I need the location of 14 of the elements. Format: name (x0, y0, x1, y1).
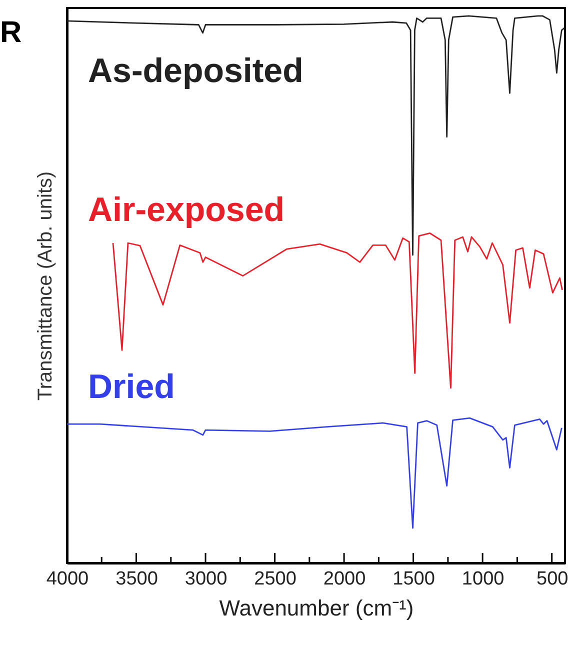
series-label: As-deposited (88, 52, 304, 90)
x-tick-label: 3500 (116, 568, 158, 590)
series-label: Air-exposed (88, 191, 284, 229)
x-tick-label: 2000 (323, 568, 366, 590)
x-tick-label: 1500 (392, 568, 435, 590)
x-tick-label: 2500 (254, 568, 296, 590)
x-axis-title: Wavenumber (cm⁻¹) (219, 596, 414, 620)
x-tick-label: 3000 (184, 568, 228, 590)
y-axis-title: Transmittance (Arb. units) (34, 171, 56, 401)
text: R (0, 16, 22, 49)
series-label: Dried (88, 368, 175, 406)
x-tick-label: 4000 (46, 568, 89, 590)
x-tick-label: 500 (536, 568, 568, 590)
x-tick-label: 1000 (462, 568, 504, 590)
